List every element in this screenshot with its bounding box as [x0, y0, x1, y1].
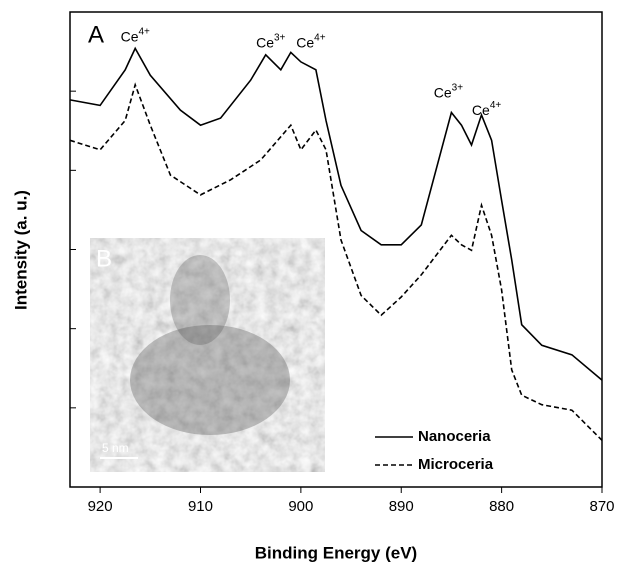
x-axis-title: Binding Energy (eV) [255, 543, 417, 562]
x-tick-label: 900 [288, 498, 313, 515]
inset-image [90, 238, 325, 472]
inset-label: B [96, 245, 112, 272]
annotation-sup: 3+ [274, 32, 286, 43]
x-tick-label: 880 [489, 498, 514, 515]
panel-label: A [88, 21, 104, 48]
y-axis-title: Intensity (a. u.) [11, 190, 30, 310]
x-tick-label: 890 [389, 498, 414, 515]
x-tick-label: 910 [188, 498, 213, 515]
peak-annotation: Ce3+ [256, 32, 285, 50]
annotation-text: Ce [434, 84, 452, 100]
annotation-text: Ce [296, 34, 314, 50]
annotation-sup: 4+ [490, 100, 502, 111]
x-tick-label: 870 [589, 498, 614, 515]
annotation-sup: 3+ [452, 82, 464, 93]
data-line [69, 46, 603, 381]
legend-label: Microceria [418, 456, 494, 473]
x-tick-label: 920 [88, 498, 113, 515]
annotation-sup: 4+ [138, 26, 150, 37]
annotation-text: Ce [121, 28, 139, 44]
scale-bar-label: 5 nm [102, 441, 129, 455]
data-line [69, 82, 603, 441]
annotation-text: Ce [256, 34, 274, 50]
annotation-sup: 4+ [314, 32, 326, 43]
peak-annotation: Ce3+ [434, 82, 463, 100]
peak-annotation: Ce4+ [472, 100, 501, 118]
annotation-text: Ce [472, 102, 490, 118]
legend-label: Nanoceria [418, 428, 491, 445]
peak-annotation: Ce4+ [121, 26, 150, 44]
peak-annotation: Ce4+ [296, 32, 325, 50]
